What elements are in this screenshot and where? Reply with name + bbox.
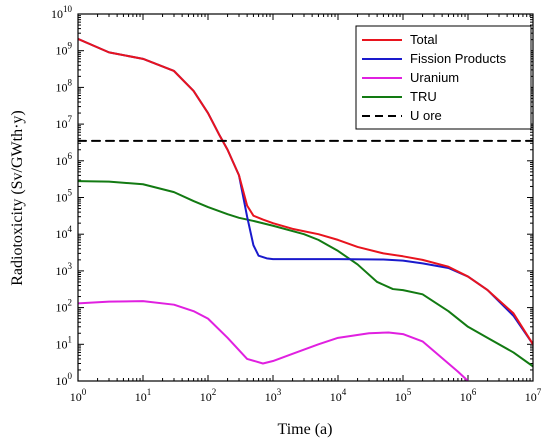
y-tick-labels: 100 101 102 103 104 105 106 107 108 109 1010 [51,4,73,388]
legend-label: Fission Products [410,51,507,66]
y-tick-label: 106 [56,151,73,168]
x-tick-label: 103 [265,387,282,404]
series-line-uranium [78,300,469,381]
x-tick-label: 100 [70,387,87,404]
plot-frame [77,13,534,382]
legend-label: Uranium [410,70,459,85]
y-tick-label: 101 [56,334,73,351]
legend-label: TRU [410,89,437,104]
y-tick-label: 104 [56,224,73,241]
y-tick-label: 102 [56,298,73,315]
y-tick-label: 108 [56,77,73,94]
x-tick-label: 101 [135,387,152,404]
y-tick-label: 103 [56,261,73,278]
x-tick-label: 107 [525,387,542,404]
x-tick-label: 104 [330,387,347,404]
series-line-total [78,37,533,346]
x-axis-title: Time (a) [278,421,333,438]
y-tick-label: 109 [56,41,73,58]
x-tick-label: 106 [460,387,477,404]
y-axis-title: Radiotoxicity (Sv/GWth·y) [9,110,26,286]
x-tick-label: 105 [395,387,412,404]
y-tick-label: 107 [56,114,73,131]
x-tick-label: 102 [200,387,217,404]
legend: Total Fission Products Uranium TRU U ore [355,25,532,130]
series-line-tru [78,180,533,368]
y-tick-label: 105 [56,188,73,205]
data-lines [78,37,533,381]
x-tick-labels: 100 101 102 103 104 105 106 107 [70,387,542,404]
y-tick-label: 1010 [51,4,73,21]
legend-label: Total [410,32,438,47]
legend-label: U ore [410,108,442,123]
y-tick-label: 100 [56,371,73,388]
